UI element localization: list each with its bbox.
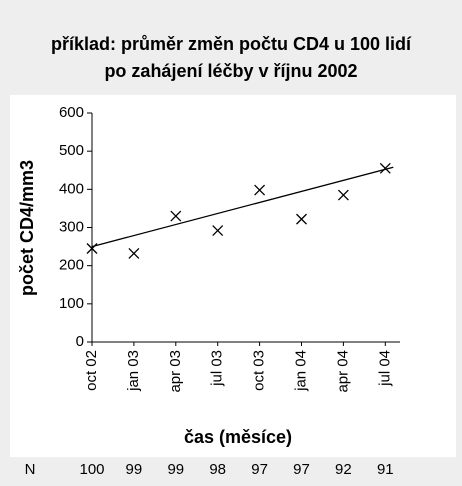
n-value: 99 (167, 461, 184, 478)
n-value: 91 (377, 461, 394, 478)
n-value: 99 (126, 461, 143, 478)
chart-title: po zahájení léčby v říjnu 2002 (104, 61, 357, 81)
marker (86, 243, 98, 254)
y-tick-label: 300 (59, 218, 84, 235)
x-tick-label: oct 02 (83, 350, 100, 391)
marker-stroke (296, 213, 307, 225)
y-tick-label: 500 (59, 142, 84, 159)
y-axis-label: počet CD4/mm3 (17, 160, 37, 296)
y-tick-label: 400 (59, 180, 84, 197)
marker (337, 189, 349, 201)
marker (128, 247, 140, 259)
n-value: 97 (293, 461, 310, 478)
y-tick-label: 100 (59, 295, 84, 312)
marker (212, 225, 224, 237)
y-tick-label: 200 (59, 257, 84, 274)
marker (379, 162, 391, 174)
marker-stroke (86, 243, 98, 254)
x-tick-label: jul 03 (209, 350, 226, 387)
n-value: 100 (79, 461, 104, 478)
x-tick-label: jul 04 (376, 350, 393, 387)
x-tick-label: apr 03 (167, 350, 184, 393)
y-tick-label: 600 (59, 104, 84, 121)
n-value: 98 (209, 461, 226, 478)
marker (296, 213, 307, 225)
x-tick-label: oct 03 (251, 350, 268, 391)
plot-panel (10, 95, 456, 457)
marker-stroke (254, 184, 266, 196)
x-tick-label: apr 04 (334, 350, 351, 393)
x-axis-label: čas (měsíce) (184, 427, 292, 447)
marker-stroke (212, 225, 224, 237)
n-label: N (25, 461, 36, 478)
n-value: 92 (335, 461, 352, 478)
x-tick-label: jan 04 (292, 350, 309, 392)
marker-stroke (337, 189, 349, 201)
marker-stroke (128, 247, 140, 259)
chart-title: příklad: průměr změn počtu CD4 u 100 lid… (51, 34, 412, 54)
n-value: 97 (251, 461, 268, 478)
x-tick-label: jan 03 (125, 350, 142, 392)
y-tick-label: 0 (76, 333, 84, 350)
trend-line (91, 166, 394, 248)
marker (254, 184, 266, 196)
marker-stroke (170, 210, 182, 222)
marker-stroke (379, 162, 391, 174)
marker (170, 210, 182, 222)
